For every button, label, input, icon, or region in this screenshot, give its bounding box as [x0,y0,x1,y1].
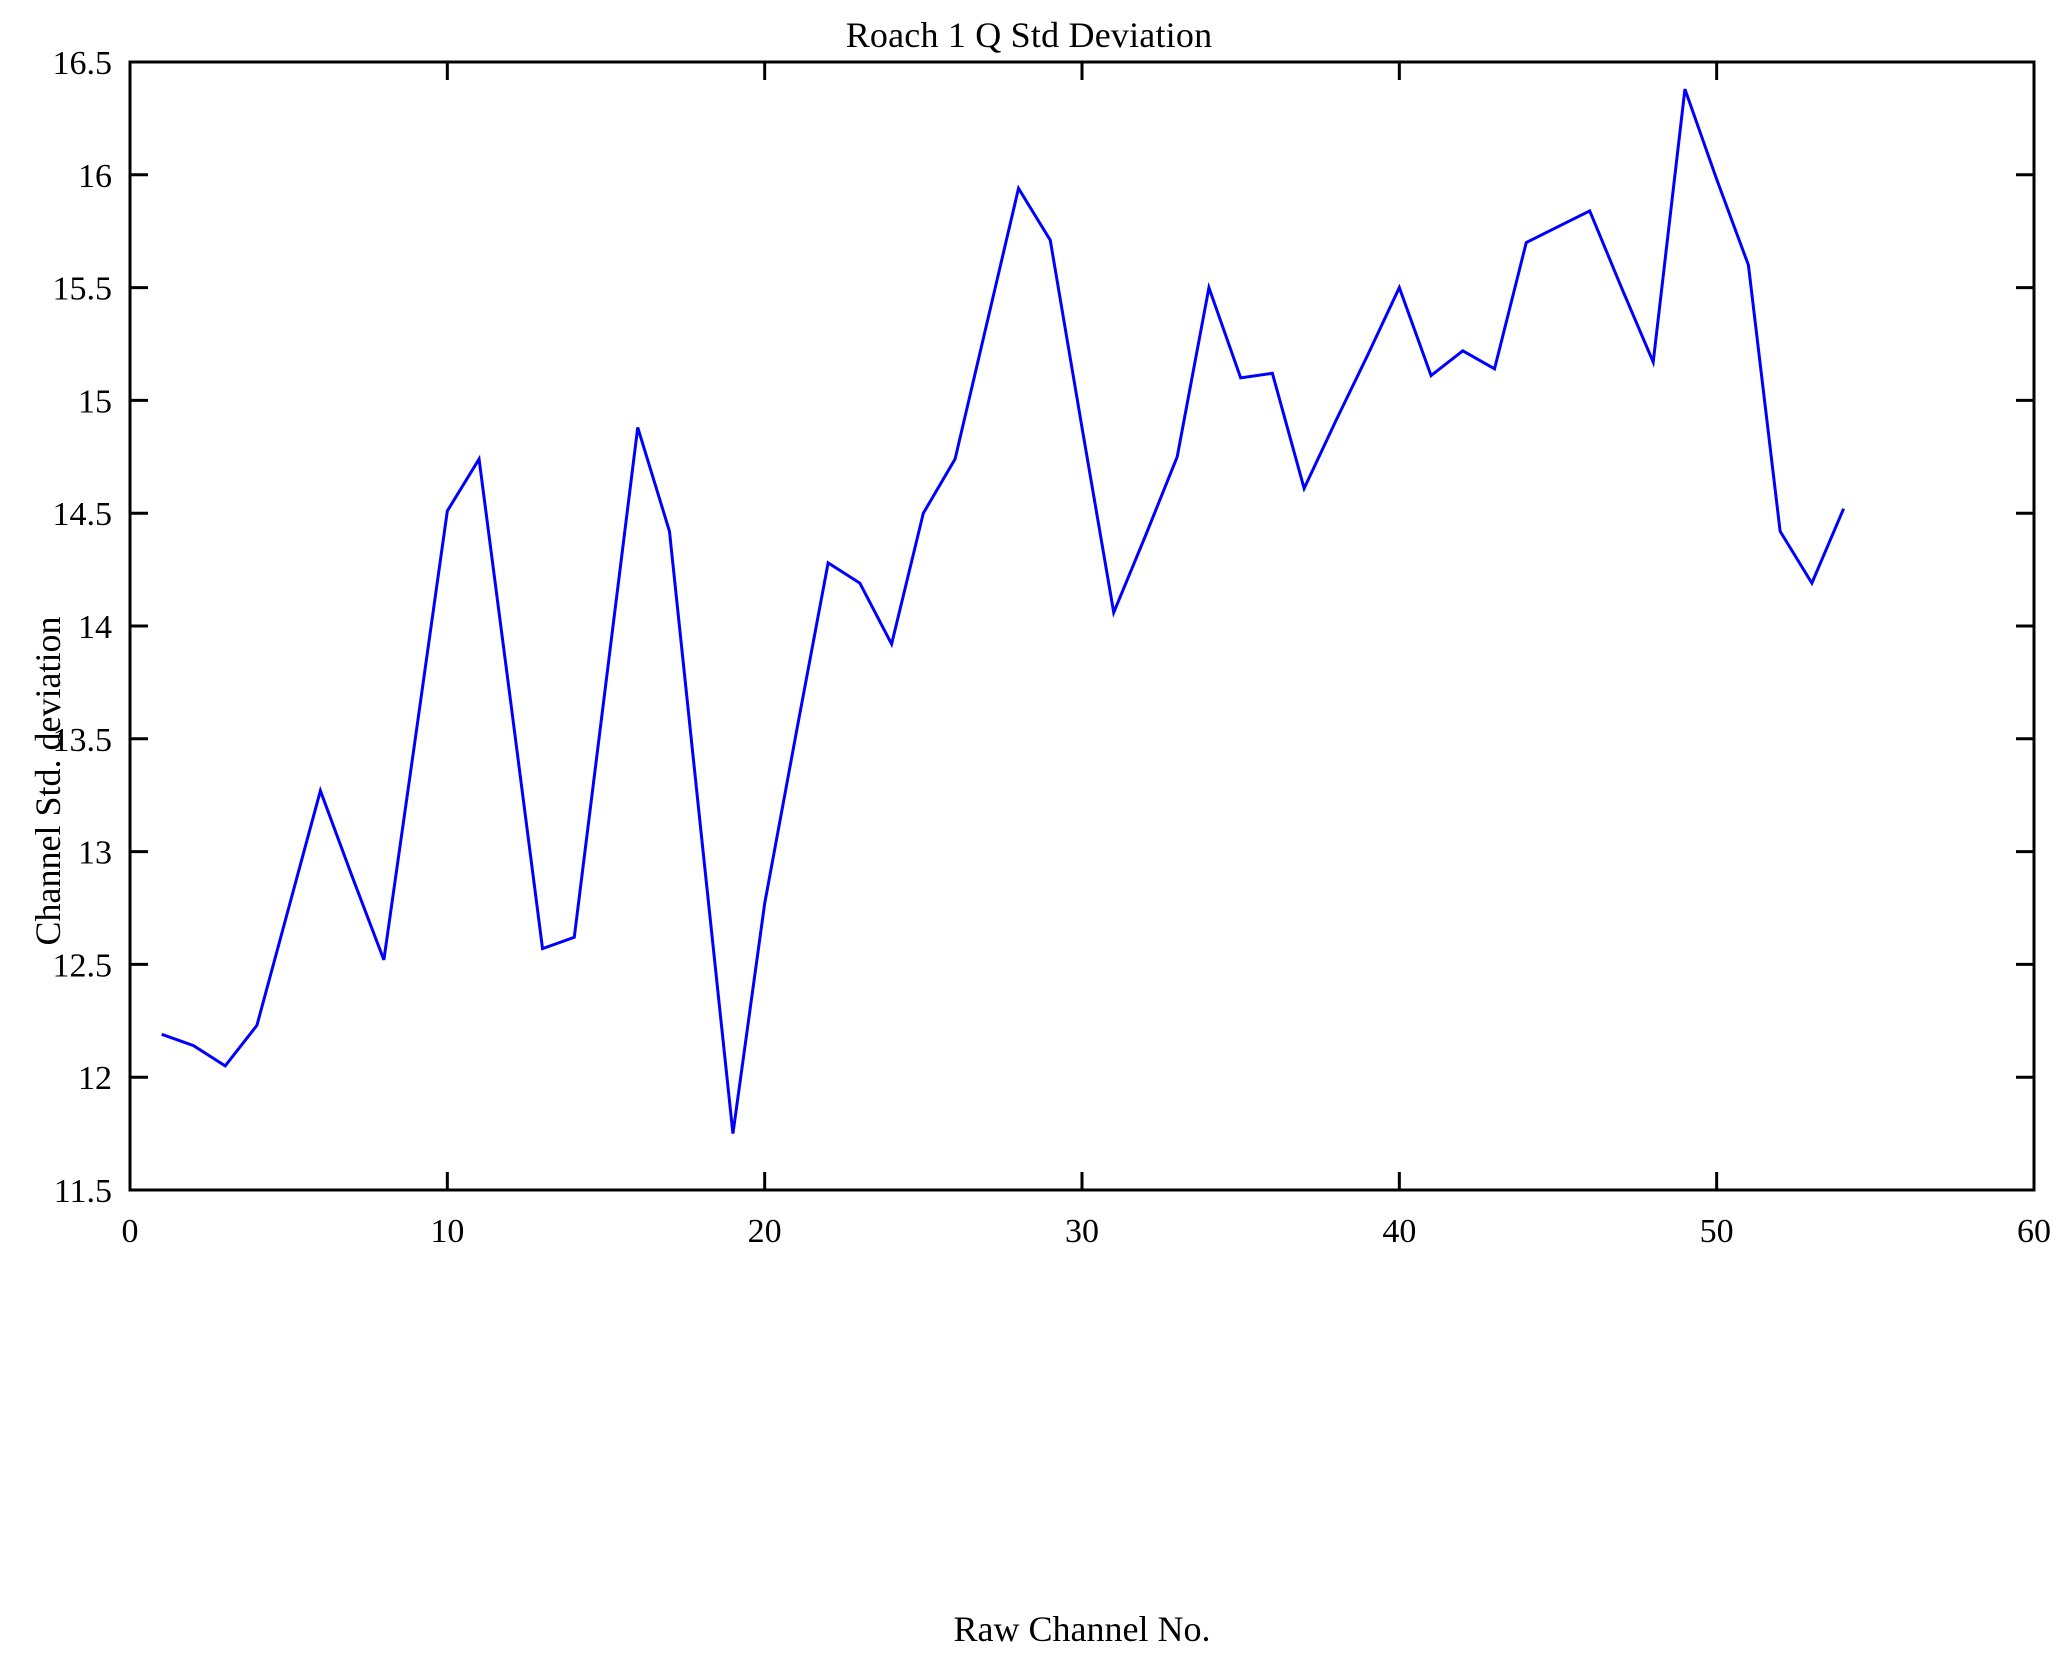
axes [128,60,2036,1192]
data-line-channel-std-deviation [161,88,1845,1134]
x-tick-label: 40 [1382,1213,1416,1250]
x-tick-label: 20 [748,1213,782,1250]
y-tick-label: 16.5 [53,45,113,82]
y-tick-label: 15.5 [53,271,113,308]
y-tick-label: 12 [78,1060,112,1097]
x-tick-label: 30 [1065,1213,1099,1250]
y-axis-ticks: 11.5 12 12.5 13 13.5 14 14.5 15 15.5 16 16.5 [53,45,2034,1210]
x-tick-label: 50 [1700,1213,1734,1250]
x-axis-ticks: 0 10 20 30 40 50 60 [122,62,2051,1250]
x-tick-label: 0 [122,1213,139,1250]
y-tick-label: 14 [78,609,112,646]
x-tick-label: 60 [2017,1213,2051,1250]
y-tick-label: 15 [78,383,112,420]
y-tick-label: 11.5 [54,1173,112,1210]
y-tick-label: 14.5 [53,496,113,533]
x-tick-label: 10 [430,1213,464,1250]
x-axis-label: Raw Channel No. [953,1609,1211,1649]
page-title: Roach 1 Q Std Deviation [845,15,1213,55]
plot-area-frame [128,60,2036,1192]
y-tick-label: 16 [78,158,112,195]
y-tick-label: 13 [78,835,112,872]
data-series-group [161,88,1845,1134]
y-tick-label: 13.5 [53,722,113,759]
y-tick-label: 12.5 [53,947,113,984]
y-axis-label: Channel Std. deviation [28,616,68,946]
